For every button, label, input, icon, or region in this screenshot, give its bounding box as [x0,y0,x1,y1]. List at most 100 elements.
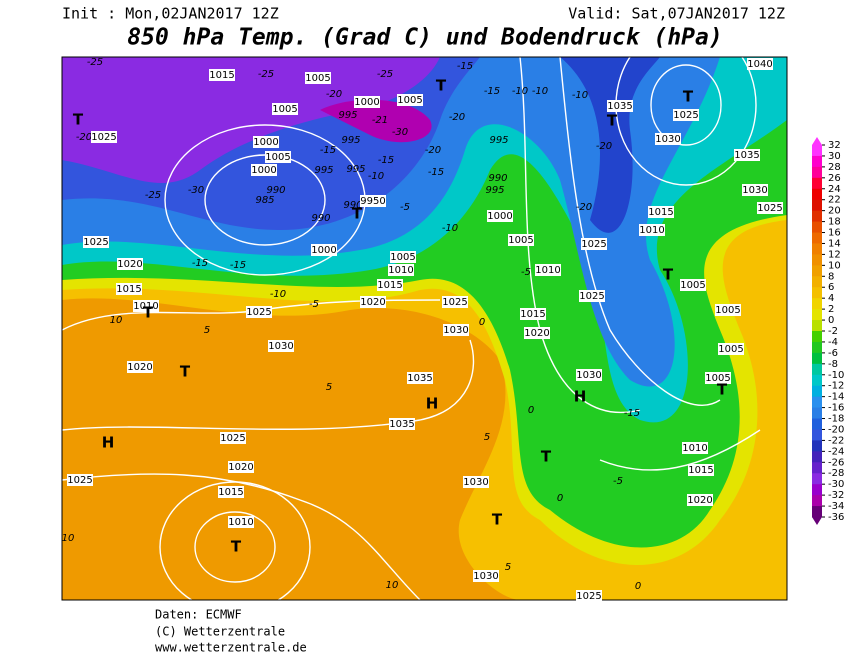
label-box [648,206,674,218]
isobar-label: 1030 [268,341,293,352]
colorbar-segment [812,506,822,518]
isobar-label: 1025 [673,110,698,121]
isotherm-label: 10 [110,315,123,326]
colorbar-tick-label: -12 [828,381,844,392]
init-time: Init : Mon,02JAN2017 12Z [62,5,279,23]
colorbar-segment [812,331,822,343]
colorbar-segment [812,374,822,387]
isobar-label: 1030 [473,571,498,582]
isotherm-label: -20 [596,141,612,152]
colorbar-tick-label: -6 [828,348,838,359]
colorbar-tick-label: 18 [828,217,841,228]
colorbar-segment [812,352,822,365]
isobar-label: 1005 [508,235,533,246]
isotherm-label: -25 [377,69,393,80]
colorbar-segment [812,210,822,223]
isobar-label: 1030 [443,325,468,336]
isobar-label: 1025 [91,132,116,143]
pressure-center: T [73,111,84,129]
pressure-center: T [436,77,447,95]
label-box [487,210,513,222]
isobar-label: 1020 [117,259,142,270]
pressure-center: T [180,363,191,381]
colorbar-tick-label: -14 [828,392,844,403]
isobar-label: 1025 [83,237,108,248]
isobar-label: 1005 [390,252,415,263]
isobar-label: 1010 [388,265,413,276]
colorbar-cap-bottom [812,517,822,525]
colorbar-tick-label: -22 [828,435,844,446]
isobar-label: 1030 [463,477,488,488]
colorbar-tick-label: 30 [828,151,841,162]
footer-url: www.wetterzentrale.de [155,641,307,655]
isotherm-label: 10 [62,533,75,544]
isobar-label: 1015 [209,70,234,81]
colorbar-tick-label: 0 [828,315,834,326]
map-title: 850 hPa Temp. (Grad C) und Bodendruck (h… [127,25,722,51]
colorbar-segment [812,254,822,266]
label-box [67,474,93,486]
label-box [389,418,415,430]
pressure-center: T [231,538,242,556]
label-box [133,300,159,312]
colorbar-segment [812,407,822,420]
map-frame [61,56,788,601]
isobar-label: 1035 [389,419,414,430]
colorbar-tick-label: -4 [828,337,838,348]
label-box [360,296,386,308]
colorbar-segment [812,396,822,409]
isobar-label: 1000 [354,97,379,108]
valid-time: Valid: Sat,07JAN2017 12Z [568,5,785,23]
colorbar-segment [812,243,822,255]
colorbar-tick-label: -16 [828,403,844,414]
isobar-label: 1025 [576,591,601,602]
isotherm-label: 995 [485,185,504,196]
isobar-label: 1020 [127,362,152,373]
isobar-label: 1015 [688,465,713,476]
label-box [655,133,681,145]
colorbar-tick-label: 4 [828,293,834,304]
label-box [443,324,469,336]
isobar-label: 1015 [377,280,402,291]
label-box [83,236,109,248]
label-box [680,279,706,291]
isotherm-label: -21 [372,115,388,126]
isobar-label: 1010 [133,301,158,312]
pressure-center: T [352,205,363,223]
isotherm-label: 10 [386,580,399,591]
isobar-label: 1025 [581,239,606,250]
label-box [272,103,298,115]
isotherm-label: -15 [484,86,500,97]
colorbar-tick-label: -30 [828,479,844,490]
isotherm-label: -20 [76,132,92,143]
label-box [581,238,607,250]
colorbar-segment [812,177,822,190]
colorbar-tick-label: 2 [828,304,834,315]
label-box [253,136,279,148]
colorbar-segment [812,440,822,452]
label-box [388,264,414,276]
colorbar-segment [812,298,822,310]
label-box [639,224,665,236]
isotherm-label: -5 [521,267,531,278]
isotherm-label: -15 [230,260,246,271]
isotherm-label: 995 [346,164,365,175]
colorbar-tick-label: -34 [828,501,844,512]
label-box [251,164,277,176]
label-box [473,570,499,582]
label-box [360,195,386,207]
colorbar-tick-label: 8 [828,271,834,282]
isobar-label: 1035 [734,150,759,161]
footer-copyright: (C) Wetterzentrale [155,625,285,639]
isobar-label: 1035 [607,101,632,112]
colorbar-segment [812,188,822,201]
colorbar-segment [812,473,822,485]
label-box [397,94,423,106]
label-box [91,131,117,143]
label-box [228,516,254,528]
colorbar-tick-label: -10 [828,370,844,381]
colorbar-segment [812,462,822,474]
pressure-center: T [717,381,728,399]
isotherm-label: 995 [314,165,333,176]
label-box [390,251,416,263]
